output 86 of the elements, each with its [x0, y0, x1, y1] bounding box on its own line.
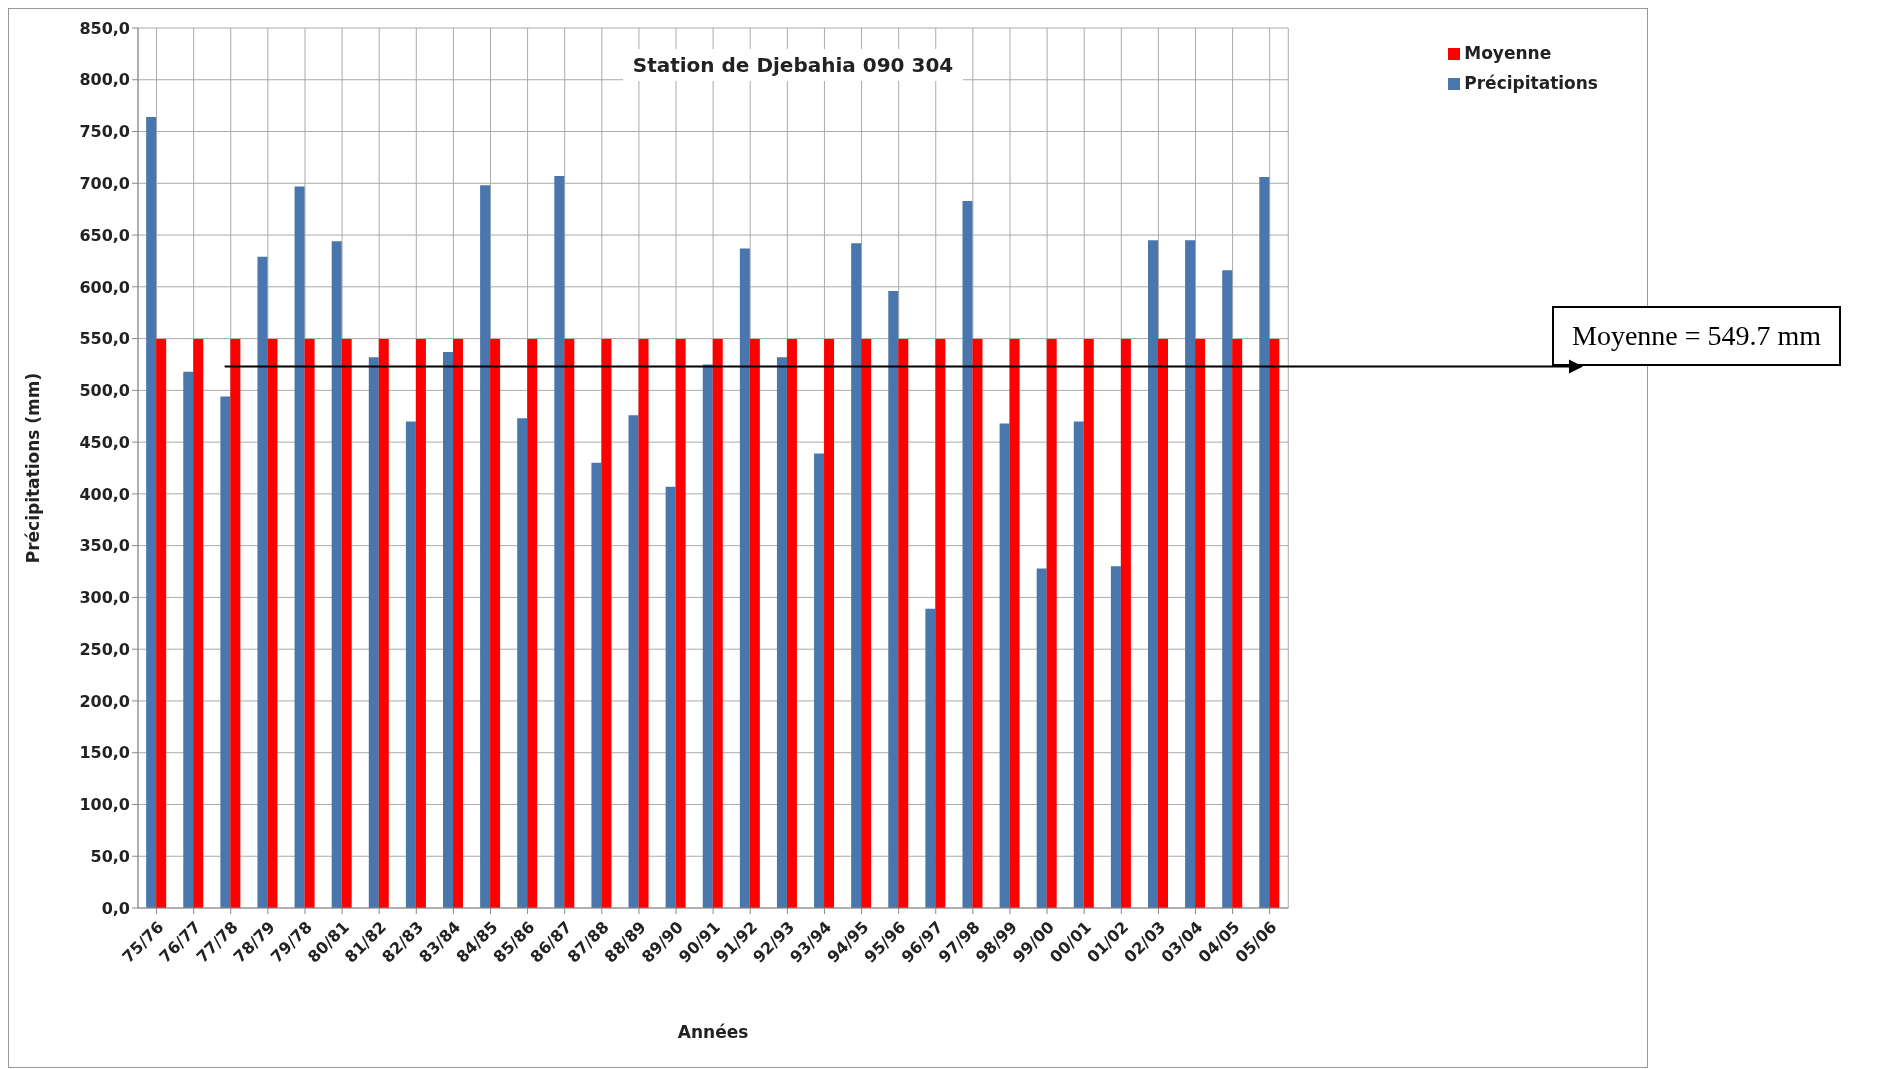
bar: [1195, 338, 1206, 908]
y-tick-label: 750,0: [79, 122, 130, 142]
bar: [1009, 338, 1020, 908]
bar: [999, 423, 1010, 908]
legend-label: Moyenne: [1464, 43, 1552, 63]
bar: [304, 338, 315, 908]
y-tick-label: 400,0: [79, 484, 130, 504]
bar: [1232, 338, 1243, 908]
bar: [554, 176, 565, 908]
y-tick-label: 50,0: [90, 846, 130, 866]
bar: [156, 338, 167, 908]
bar: [1222, 270, 1233, 908]
y-tick-label: 550,0: [79, 329, 130, 349]
text: Moyenne = 549.7 mm: [1552, 306, 1842, 366]
bar: [331, 241, 342, 908]
bar: [935, 338, 946, 908]
x-axis-title: Années: [677, 1022, 749, 1042]
bar: [1110, 566, 1121, 908]
bar: [193, 338, 204, 908]
y-tick-label: 700,0: [79, 173, 130, 193]
bar: [925, 608, 936, 908]
bar: [368, 357, 379, 908]
bar: [517, 418, 528, 908]
bar: [591, 462, 602, 908]
bar: [824, 338, 835, 908]
bar: [1083, 338, 1094, 908]
bar: [183, 371, 194, 908]
y-tick-label: 450,0: [79, 432, 130, 452]
bar: [1158, 338, 1169, 908]
bar: [443, 352, 454, 908]
bar: [1036, 568, 1047, 908]
bar: [415, 338, 426, 908]
bar: [294, 186, 305, 908]
bar: [739, 248, 750, 908]
bar: [786, 338, 797, 908]
bar: [1148, 240, 1159, 908]
y-tick-label: 800,0: [79, 70, 130, 90]
bar: [749, 338, 760, 908]
bar: [601, 338, 612, 908]
bar: [453, 338, 464, 908]
bar: [564, 338, 575, 908]
y-tick-label: 600,0: [79, 277, 130, 297]
y-tick-label: 100,0: [79, 795, 130, 815]
bar: [480, 185, 491, 908]
bar: [638, 338, 649, 908]
bar: [628, 415, 639, 908]
bar: [1073, 421, 1084, 908]
bar: [267, 338, 278, 908]
bar: [1046, 338, 1057, 908]
bar: [230, 338, 241, 908]
bar: [861, 338, 872, 908]
bar: [898, 338, 909, 908]
legend-label: Précipitations: [1464, 73, 1598, 93]
bar: [257, 256, 268, 908]
y-tick-label: 850,0: [79, 18, 130, 38]
bar: [675, 338, 686, 908]
bar: [962, 200, 973, 908]
bar: [851, 243, 862, 908]
bar: [378, 338, 389, 908]
y-tick-label: 350,0: [79, 536, 130, 556]
bar: [972, 338, 983, 908]
bar: [776, 357, 787, 908]
bar: [220, 396, 231, 908]
y-tick-label: 200,0: [79, 691, 130, 711]
y-tick-label: 250,0: [79, 639, 130, 659]
bar: [527, 338, 538, 908]
bar: [1269, 338, 1280, 908]
y-tick-label: 300,0: [79, 588, 130, 608]
y-tick-label: 500,0: [79, 381, 130, 401]
bar: [146, 117, 157, 908]
bar: [665, 486, 676, 908]
bar: [1185, 240, 1196, 908]
y-axis-title: Précipitations (mm): [23, 372, 44, 564]
bar: [405, 421, 416, 908]
bar: [1259, 177, 1270, 908]
bar: [712, 338, 723, 908]
bar: [1120, 338, 1131, 908]
y-tick-label: 150,0: [79, 743, 130, 763]
bar: [814, 453, 825, 908]
text: Station de Djebahia 090 304: [622, 49, 964, 81]
bar: [702, 364, 713, 908]
bar: [888, 290, 899, 908]
y-tick-label: 650,0: [79, 225, 130, 245]
bar: [341, 338, 352, 908]
bar: [490, 338, 501, 908]
y-tick-label: 0,0: [101, 898, 130, 918]
